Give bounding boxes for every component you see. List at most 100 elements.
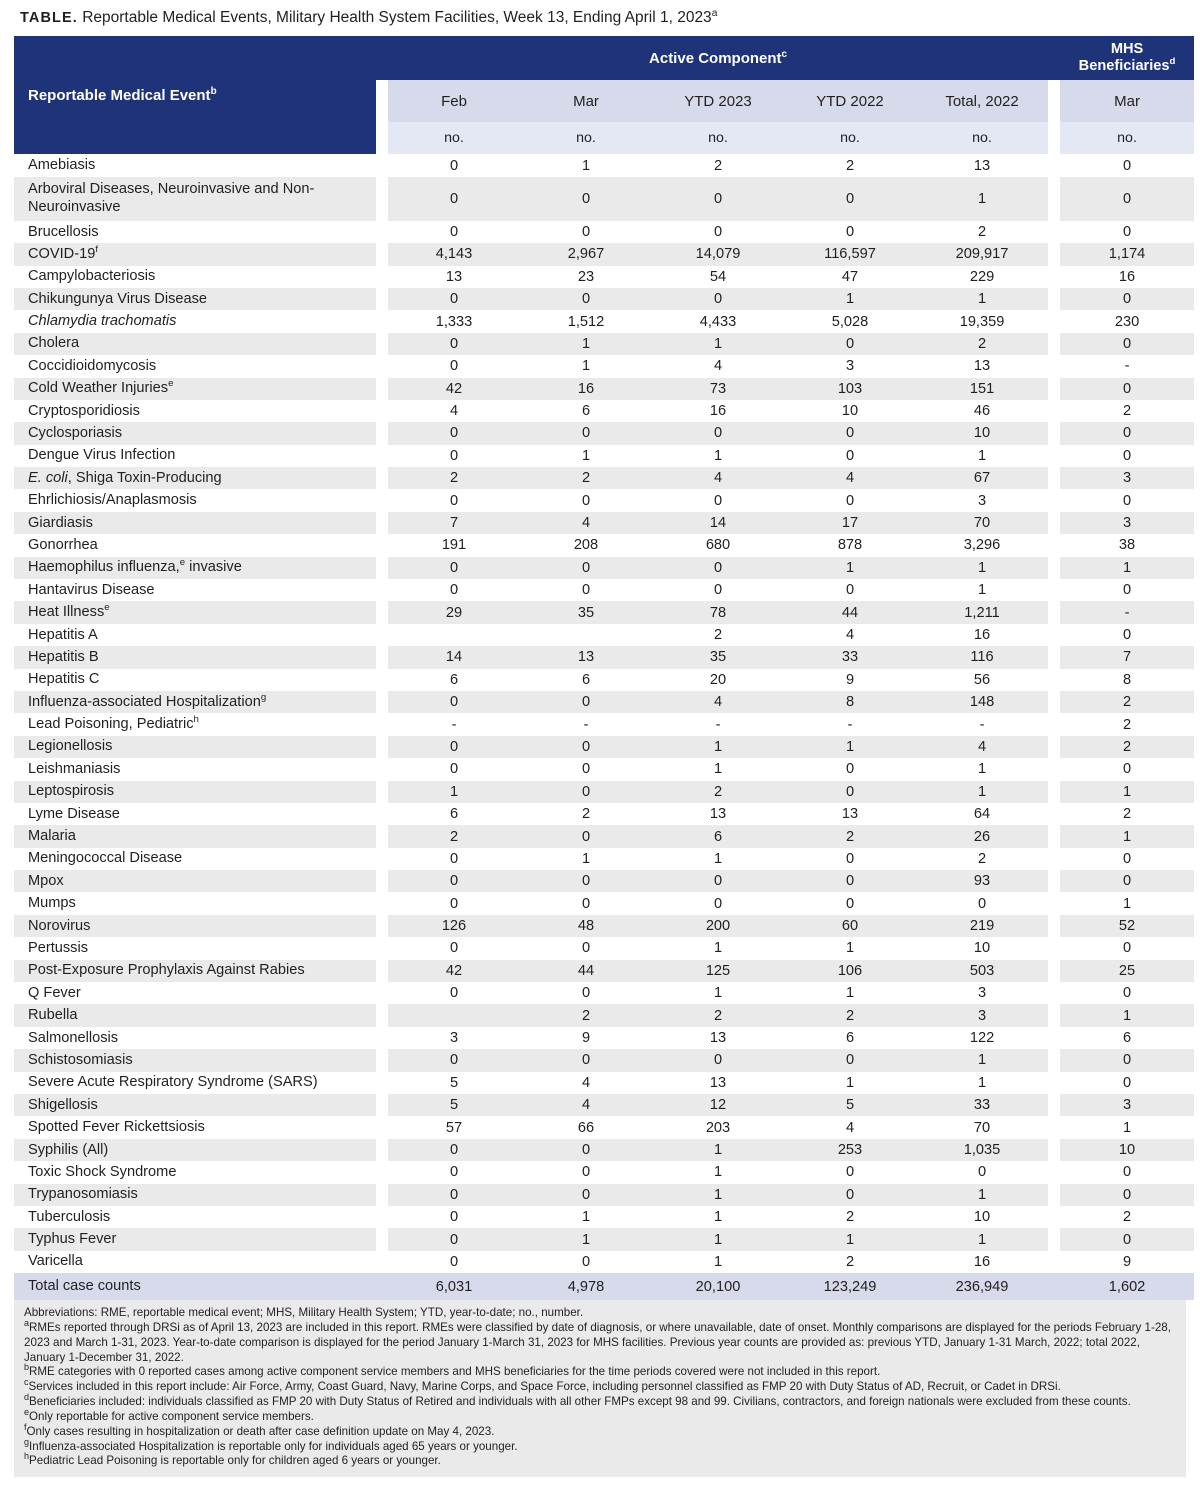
- row-label: Mpox: [14, 870, 376, 893]
- row-gutter-left: [376, 1094, 388, 1117]
- cell-mhs-mar: 1: [1060, 1116, 1195, 1139]
- table-row: Brucellosis 0 0 0 0 2 0: [14, 220, 1195, 244]
- cell-ytd-2023: 14: [652, 511, 784, 535]
- row-gutter-right: [1048, 735, 1061, 759]
- cell-ytd-2022: 116,597: [784, 243, 916, 266]
- cell-ytd-2023: 2: [652, 1004, 784, 1027]
- cell-feb: 0: [388, 422, 520, 445]
- cell-mhs-mar: 0: [1060, 1049, 1195, 1072]
- cell-feb: 0: [388, 937, 520, 960]
- row-gutter-right: [1048, 914, 1061, 938]
- cell-ytd-2022: 1: [784, 735, 916, 759]
- footnote-e-marker: e: [24, 1407, 30, 1418]
- cell-ytd-2022: 13: [784, 802, 916, 826]
- row-gutter-left: [376, 579, 388, 602]
- row-gutter-right: [1048, 982, 1061, 1005]
- row-gutter-right: [1048, 220, 1061, 244]
- cell-mhs-mar: 230: [1060, 310, 1195, 333]
- cell-feb: 42: [388, 959, 520, 983]
- cell-mhs-mar: 0: [1060, 1183, 1195, 1206]
- cell-feb: 6: [388, 802, 520, 826]
- row-label: Chikungunya Virus Disease: [14, 287, 376, 311]
- table-row: Gonorrhea 191 208 680 878 3,296 38: [14, 534, 1195, 557]
- cell-feb: 0: [388, 220, 520, 244]
- cell-mar: 0: [520, 1250, 652, 1274]
- cell-mhs-mar: 3: [1060, 1094, 1195, 1117]
- cell-mar: 0: [520, 780, 652, 803]
- row-gutter-left: [376, 1026, 388, 1050]
- cell-total-2022: 93: [916, 870, 1049, 893]
- row-gutter-left: [376, 154, 388, 177]
- table-row: Heat Illnesse 29 35 78 44 1,211-: [14, 601, 1195, 624]
- row-gutter-right: [1048, 758, 1061, 781]
- row-gutter-left: [376, 982, 388, 1005]
- cell-total-2022: 46: [916, 399, 1049, 423]
- cell-ytd-2022: 0: [784, 780, 916, 803]
- row-label: Typhus Fever: [14, 1228, 376, 1251]
- cell-total-2022: -: [916, 713, 1049, 736]
- row-label: Severe Acute Respiratory Syndrome (SARS): [14, 1071, 376, 1094]
- cell-total-2022: 16: [916, 623, 1049, 647]
- cell-feb: 0: [388, 758, 520, 781]
- cell-mhs-mar: 0: [1060, 332, 1195, 356]
- row-label: Norovirus: [14, 914, 376, 938]
- total-cell-total-2022: 236,949: [916, 1273, 1049, 1301]
- header-gutter-left: [376, 80, 388, 123]
- cell-mhs-mar: 2: [1060, 690, 1195, 714]
- cell-total-2022: 2: [916, 847, 1049, 871]
- cell-mhs-mar: 0: [1060, 422, 1195, 445]
- header-col-ytd-2022: YTD 2022: [784, 80, 916, 123]
- cell-total-2022: 116: [916, 646, 1049, 669]
- cell-mar: 6: [520, 399, 652, 423]
- table-row: Cryptosporidiosis 4 6 16 10 46 2: [14, 399, 1195, 423]
- row-label: Cholera: [14, 332, 376, 356]
- row-label: Lyme Disease: [14, 802, 376, 826]
- table-row: Influenza-associated Hospitalizationg 0 0 4…: [14, 690, 1195, 714]
- cell-ytd-2022: 3: [784, 355, 916, 378]
- row-label: Hepatitis C: [14, 668, 376, 691]
- cell-total-2022: 1: [916, 1228, 1049, 1251]
- cell-ytd-2023: 0: [652, 892, 784, 915]
- header-columns-row: Feb Mar YTD 2023 YTD 2022 Total, 2022 Ma…: [14, 80, 1195, 123]
- cell-total-2022: 148: [916, 690, 1049, 714]
- table-row: Coccidioidomycosis 0 1 4 3 13-: [14, 355, 1195, 378]
- row-label: COVID-19f: [14, 243, 376, 266]
- table-row: Arboviral Diseases, Neuroinvasive and No…: [14, 176, 1195, 221]
- cell-total-2022: 33: [916, 1094, 1049, 1117]
- row-label: Chlamydia trachomatis: [14, 310, 376, 333]
- cell-feb: 0: [388, 579, 520, 602]
- row-label: Cold Weather Injuriese: [14, 377, 376, 400]
- cell-ytd-2022: 0: [784, 489, 916, 512]
- row-label: Legionellosis: [14, 735, 376, 759]
- row-label: Hantavirus Disease: [14, 579, 376, 602]
- cell-mar: 0: [520, 982, 652, 1005]
- cell-mar: 0: [520, 176, 652, 221]
- row-label: Q Fever: [14, 982, 376, 1005]
- footnote-d: dBeneficiaries included: individuals cla…: [24, 1393, 1176, 1410]
- title-superscript: a: [711, 7, 718, 19]
- cell-mar: 2: [520, 467, 652, 490]
- cell-total-2022: 70: [916, 511, 1049, 535]
- cell-ytd-2022: 47: [784, 265, 916, 288]
- header-gutter-right: [1048, 80, 1061, 123]
- table-row: Ehrlichiosis/Anaplasmosis 0 0 0 0 3 0: [14, 489, 1195, 512]
- row-label: Rubella: [14, 1004, 376, 1027]
- cell-feb: [388, 1004, 520, 1027]
- cell-mar: 0: [520, 735, 652, 759]
- row-label: Amebiasis: [14, 154, 376, 177]
- footnote-a: aRMEs reported through DRSi as of April …: [24, 1319, 1176, 1365]
- footnote-h: hPediatric Lead Poisoning is reportable …: [24, 1452, 1176, 1469]
- cell-mhs-mar: -: [1060, 355, 1195, 378]
- cell-total-2022: 67: [916, 467, 1049, 490]
- row-gutter-right: [1048, 601, 1061, 624]
- header-unit-feb: no.: [388, 122, 520, 155]
- cell-ytd-2023: 0: [652, 579, 784, 602]
- row-gutter-right: [1048, 825, 1061, 848]
- cell-ytd-2023: 125: [652, 959, 784, 983]
- cell-mhs-mar: 0: [1060, 870, 1195, 893]
- cell-mhs-mar: 0: [1060, 758, 1195, 781]
- table-row: Shigellosis 5 4 12 5 33 3: [14, 1094, 1195, 1117]
- footnote-e: eOnly reportable for active component se…: [24, 1407, 1176, 1425]
- cell-total-2022: 209,917: [916, 243, 1049, 266]
- cell-mar: 4: [520, 1071, 652, 1094]
